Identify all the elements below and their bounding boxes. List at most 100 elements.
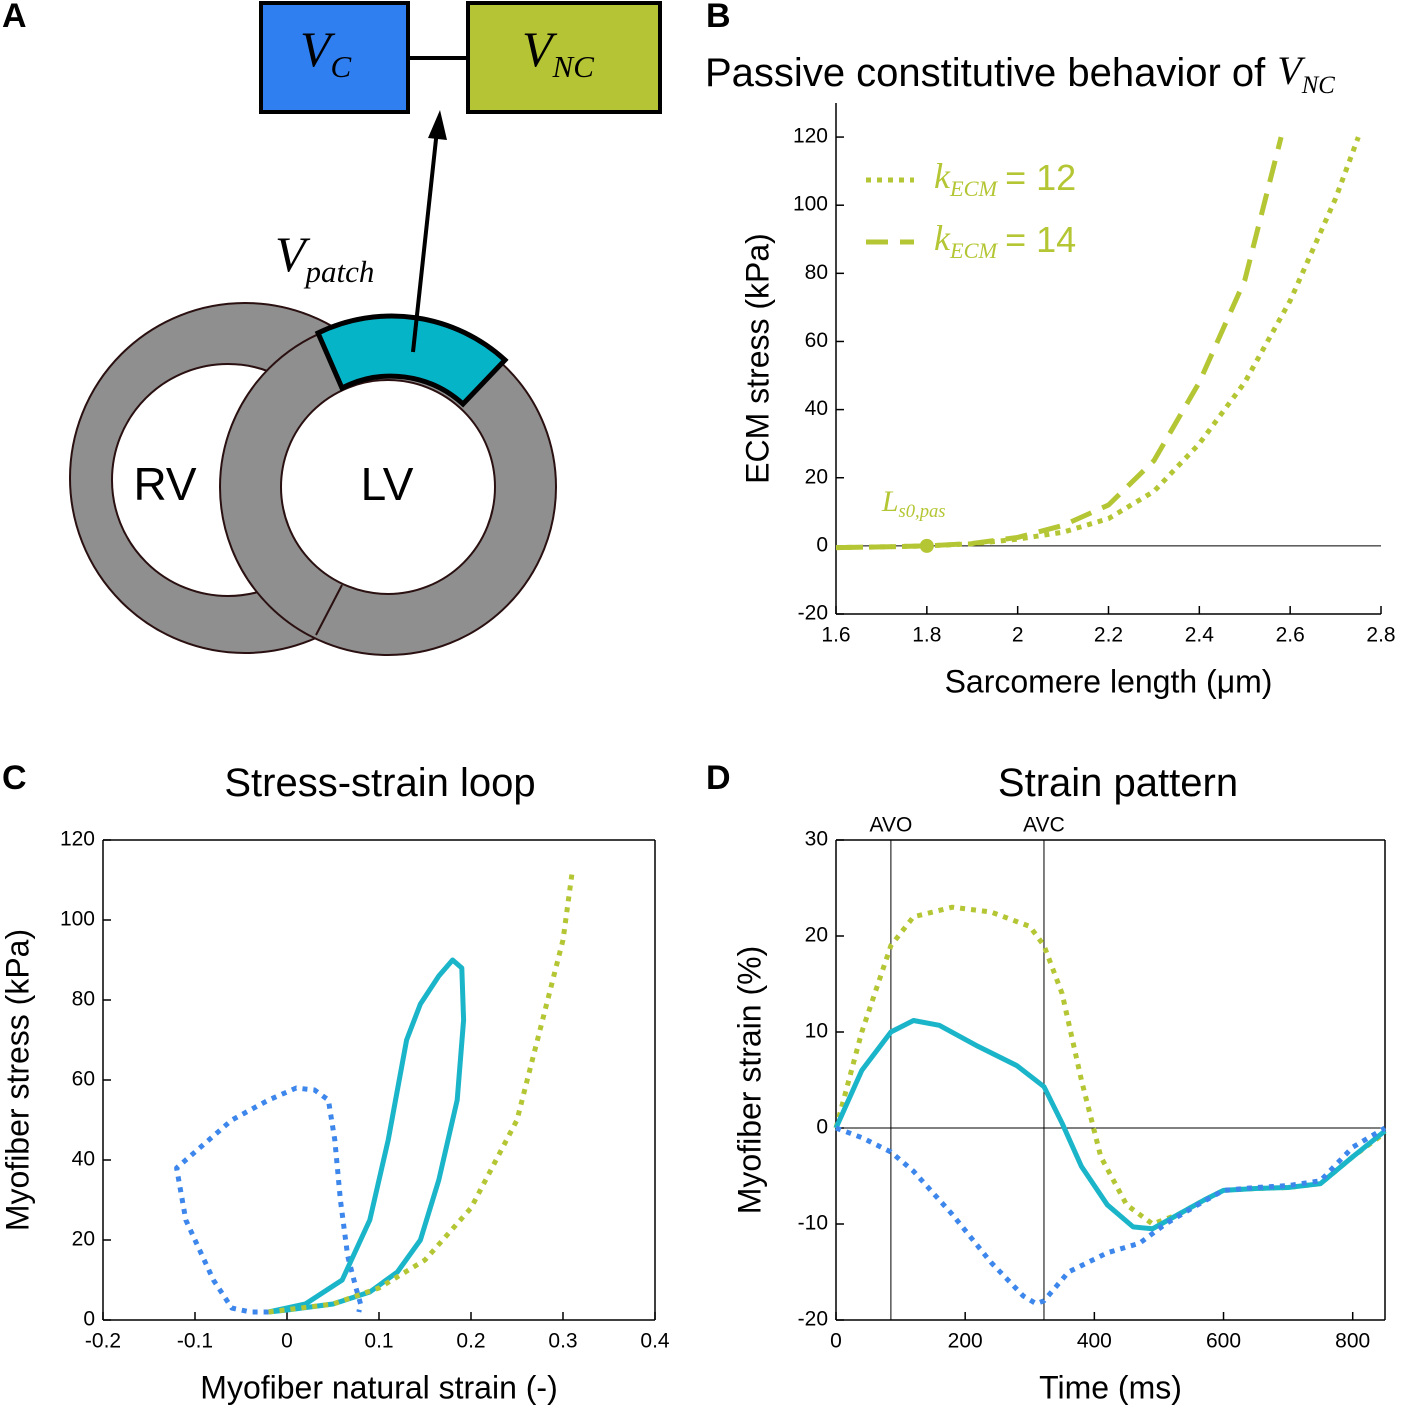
y-tick-label: -10 xyxy=(798,1212,828,1235)
vnc-label: VNC xyxy=(522,21,594,84)
math-main: V xyxy=(300,21,336,77)
math-main: k xyxy=(934,218,951,258)
vc-label: VC xyxy=(300,21,352,84)
title-text: Strain pattern xyxy=(998,761,1238,805)
y-tick-label: 30 xyxy=(805,828,828,851)
x-tick-label: 200 xyxy=(948,1330,983,1353)
patch xyxy=(314,313,509,408)
y-axis-label: Myofiber strain (%) xyxy=(731,946,767,1215)
math-main: k xyxy=(934,156,951,196)
math-sub: patch xyxy=(304,254,375,289)
lv-cavity xyxy=(280,379,496,595)
math-main: V xyxy=(1277,48,1306,93)
x-tick-label: 2.6 xyxy=(1276,624,1305,647)
y-tick-label: 120 xyxy=(60,828,95,851)
x-tick-label: 0.4 xyxy=(640,1330,670,1353)
axes xyxy=(835,839,1386,1321)
math-main: V xyxy=(275,226,311,282)
patch-label: Vpatch xyxy=(275,226,374,289)
y-tick-label: 20 xyxy=(805,924,828,947)
panel-letter: D xyxy=(706,759,731,797)
x-tick-label: 0 xyxy=(830,1330,842,1353)
y-tick-label: 0 xyxy=(816,1116,828,1139)
math-sub: ECM xyxy=(949,176,999,201)
title-text: Stress-strain loop xyxy=(224,761,535,805)
y-tick-label: 0 xyxy=(83,1308,95,1331)
y-axis-label: ECM stress (kPa) xyxy=(739,233,775,484)
x-tick-label: 0.2 xyxy=(456,1330,485,1353)
chart-title: Passive constitutive behavior of VNC xyxy=(705,48,1335,99)
series-line xyxy=(268,957,467,1315)
math-rest: = 14 xyxy=(1005,219,1076,260)
event-label: AVO xyxy=(870,814,913,837)
y-tick-label: 100 xyxy=(60,908,95,931)
math-main: L xyxy=(881,485,899,518)
x-tick-label: 0.3 xyxy=(548,1330,577,1353)
x-tick-label: 2.8 xyxy=(1366,624,1395,647)
panel-letter: C xyxy=(2,759,27,797)
y-tick-label: 40 xyxy=(72,1148,95,1171)
series-line xyxy=(835,136,1284,551)
x-tick-label: 400 xyxy=(1077,1330,1112,1353)
y-tick-label: 100 xyxy=(793,193,828,216)
y-tick-label: 120 xyxy=(793,125,828,148)
chart-title: Stress-strain loop xyxy=(224,761,535,805)
x-axis-label: Myofiber natural strain (-) xyxy=(200,1369,557,1405)
series-line xyxy=(835,1125,1387,1307)
chart-title: Strain pattern xyxy=(998,761,1238,805)
series-line xyxy=(833,1018,1387,1232)
math-sub: NC xyxy=(552,49,595,84)
lv-label: LV xyxy=(361,458,414,510)
x-tick-label: 2 xyxy=(1012,624,1024,647)
y-tick-label: 80 xyxy=(805,261,828,284)
series-line xyxy=(835,136,1361,551)
arrow-head xyxy=(428,110,447,140)
x-tick-label: 1.6 xyxy=(821,624,850,647)
y-tick-label: 60 xyxy=(72,1068,95,1091)
legend-entry: kECM = 12 xyxy=(934,156,1076,201)
x-tick-label: 2.4 xyxy=(1185,624,1215,647)
x-tick-label: 800 xyxy=(1335,1330,1370,1353)
x-axis-label: Sarcomere length (μm) xyxy=(945,663,1273,699)
x-tick-label: 2.2 xyxy=(1094,624,1123,647)
y-tick-label: 40 xyxy=(805,397,828,420)
x-tick-label: 1.8 xyxy=(912,624,941,647)
vc-box xyxy=(259,1,410,114)
arrow-shaft xyxy=(411,129,439,353)
panel-letter: B xyxy=(706,0,731,35)
annotation-point xyxy=(919,538,934,553)
title-text: Passive constitutive behavior of xyxy=(705,51,1266,95)
x-tick-label: 0 xyxy=(281,1330,293,1353)
math-rest: = 12 xyxy=(1005,157,1076,198)
event-label: AVC xyxy=(1023,814,1065,837)
math-sub: NC xyxy=(1301,72,1336,99)
panel-letter: A xyxy=(2,0,27,35)
x-tick-label: -0.1 xyxy=(177,1330,213,1353)
series-line xyxy=(174,1085,364,1315)
y-tick-label: 10 xyxy=(805,1020,828,1043)
y-tick-label: -20 xyxy=(798,602,828,625)
x-tick-label: -0.2 xyxy=(85,1330,121,1353)
axes xyxy=(102,839,656,1321)
y-tick-label: 60 xyxy=(805,329,828,352)
math-sub: C xyxy=(331,49,352,84)
y-tick-label: 20 xyxy=(72,1228,95,1251)
title-var: VNC xyxy=(1277,48,1335,99)
legend-entry: kECM = 14 xyxy=(934,218,1076,263)
series-line xyxy=(268,871,575,1315)
y-axis-label: Myofiber stress (kPa) xyxy=(0,929,35,1231)
vnc-box xyxy=(466,1,662,114)
axes xyxy=(835,103,1382,615)
y-tick-label: 20 xyxy=(805,465,828,488)
annotation-label: Ls0,pas xyxy=(881,485,946,522)
septum-edge xyxy=(315,584,343,636)
x-axis-label: Time (ms) xyxy=(1039,1369,1182,1405)
y-tick-label: 80 xyxy=(72,988,95,1011)
math-main: V xyxy=(522,21,558,77)
panel-a: VC VNC Vpatch RV LV xyxy=(69,1,662,656)
y-tick-label: -20 xyxy=(798,1308,828,1331)
rv-label: RV xyxy=(133,458,196,510)
x-tick-label: 600 xyxy=(1206,1330,1241,1353)
y-tick-label: 0 xyxy=(816,533,828,556)
